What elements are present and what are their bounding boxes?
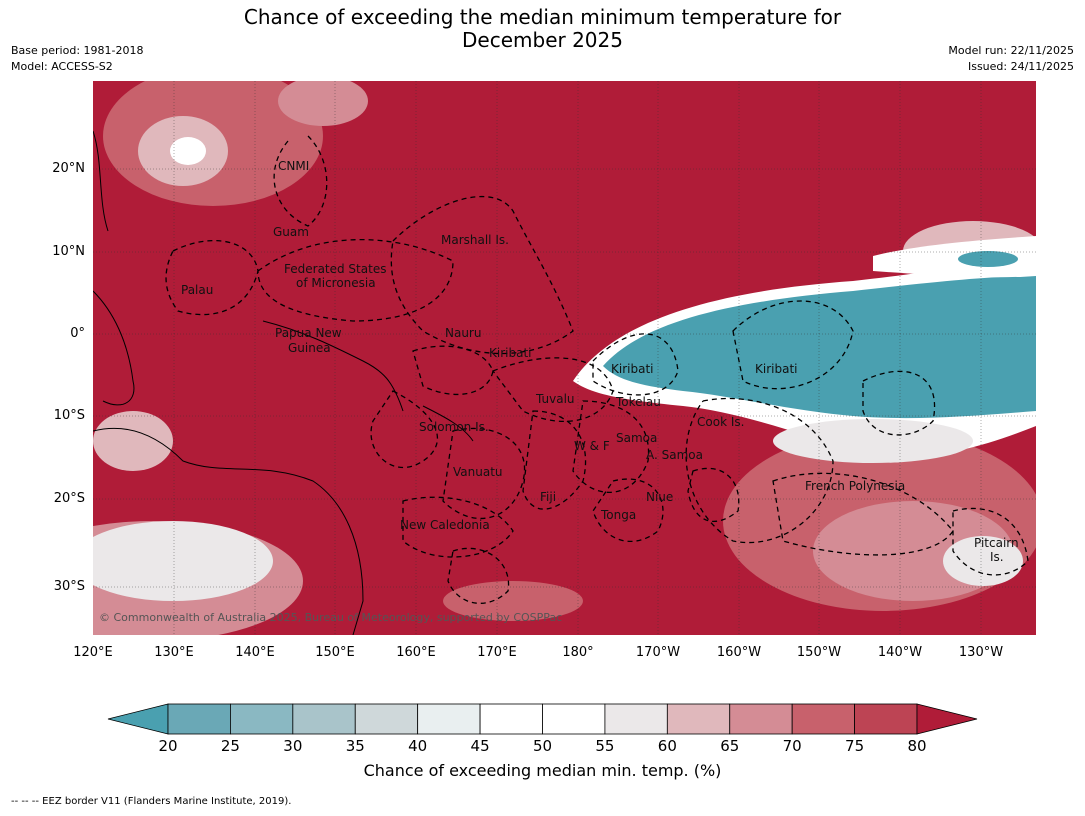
colorbar-swatch <box>417 703 481 735</box>
colorbar-swatch <box>666 703 731 735</box>
colorbar-swatch <box>479 703 543 735</box>
y-tick: 0° <box>70 326 85 341</box>
x-tick: 160°W <box>716 645 762 660</box>
label-niue: Niue <box>646 490 673 504</box>
eez-borders <box>165 135 1029 604</box>
colorbar-label: 75 <box>845 737 865 755</box>
colorbar-swatch <box>791 703 855 735</box>
colorbar-label: 50 <box>532 737 553 755</box>
label-kiribati-east: Kiribati <box>755 362 797 376</box>
y-tick: 20°S <box>53 491 85 506</box>
colorbar-label: 70 <box>782 737 802 755</box>
run-info: Model run: 22/11/2025 Issued: 24/11/2025 <box>948 43 1074 75</box>
cold-tongue-region <box>573 236 1036 463</box>
label-fsm-line1: Federated States <box>284 262 386 276</box>
x-tick: 150°E <box>315 645 355 660</box>
colorbar-label: 40 <box>408 737 428 755</box>
colorbar-swatch <box>604 703 668 735</box>
label-tokelau: Tokelau <box>615 395 661 409</box>
label-guam: Guam <box>273 225 309 239</box>
label-png-line2: Guinea <box>288 341 331 355</box>
x-tick: 180° <box>562 645 594 660</box>
title-line-2: December 2025 <box>462 28 623 52</box>
label-fsm-line2: of Micronesia <box>296 276 376 290</box>
issued-date: Issued: 24/11/2025 <box>967 60 1074 73</box>
x-tick: 140°E <box>235 645 275 660</box>
x-tick: 130°W <box>958 645 1004 660</box>
colorbar-swatch <box>729 703 793 735</box>
colorbar-swatch <box>230 703 294 735</box>
graticule <box>93 81 1036 635</box>
colorbar-label: 45 <box>470 737 490 755</box>
label-vanuatu: Vanuatu <box>453 465 503 479</box>
label-wallis-futuna: W & F <box>574 439 610 453</box>
colorbar <box>105 700 980 740</box>
colorbar-label: 55 <box>595 737 615 755</box>
colorbar-label: 60 <box>657 737 677 755</box>
x-tick: 160°E <box>396 645 436 660</box>
label-tonga: Tonga <box>600 508 636 522</box>
base-info: Base period: 1981-2018 Model: ACCESS-S2 <box>11 43 143 75</box>
forecast-map: CNMI Guam Marshall Is. Federated States … <box>93 81 1036 635</box>
label-american-samoa: A. Samoa <box>646 448 703 462</box>
map-title: Chance of exceeding the median minimum t… <box>0 6 1085 52</box>
label-samoa: Samoa <box>616 431 657 445</box>
colorbar-swatch <box>167 703 231 735</box>
y-tick: 30°S <box>53 579 85 594</box>
colorbar-label: 35 <box>345 737 365 755</box>
title-line-1: Chance of exceeding the median minimum t… <box>243 5 842 29</box>
colorbar-extend-high <box>916 703 978 735</box>
y-tick: 20°N <box>52 161 85 176</box>
label-kiribati-west: Kiribati <box>489 346 531 360</box>
label-nauru: Nauru <box>445 326 481 340</box>
colorbar-swatch <box>354 703 419 735</box>
label-new-caledonia: New Caledonia <box>400 518 490 532</box>
colorbar-swatches <box>107 703 978 735</box>
x-tick: 140°W <box>877 645 923 660</box>
y-tick: 10°S <box>53 408 85 423</box>
copyright-notice: © Commonwealth of Australia 2025, Bureau… <box>99 611 562 624</box>
label-solomon-islands: Solomon Is. <box>419 420 489 434</box>
colorbar-swatch <box>292 703 356 735</box>
x-tick: 170°E <box>477 645 517 660</box>
colorbar-label: 20 <box>158 737 178 755</box>
colorbar-label: 25 <box>220 737 240 755</box>
y-tick: 10°N <box>52 244 85 259</box>
model-name: Model: ACCESS-S2 <box>11 60 113 73</box>
colorbar-swatch <box>854 703 918 735</box>
colorbar-label: 30 <box>283 737 303 755</box>
label-pitcairn-line1: Pitcairn <box>974 536 1019 550</box>
label-palau: Palau <box>181 283 213 297</box>
colorbar-label: 80 <box>907 737 927 755</box>
colorbar-swatch <box>542 703 606 735</box>
colorbar-label: 65 <box>720 737 740 755</box>
coastlines <box>93 130 474 635</box>
x-tick: 120°E <box>73 645 113 660</box>
label-pitcairn-line2: Is. <box>990 550 1004 564</box>
x-tick: 170°W <box>635 645 681 660</box>
label-french-polynesia: French Polynesia <box>805 479 905 493</box>
eez-source-note: -- -- -- EEZ border V11 (Flanders Marine… <box>11 796 292 807</box>
x-tick: 150°W <box>796 645 842 660</box>
model-run: Model run: 22/11/2025 <box>948 44 1074 57</box>
base-period: Base period: 1981-2018 <box>11 44 144 57</box>
label-fiji: Fiji <box>540 490 556 504</box>
label-cnmi: CNMI <box>278 159 309 173</box>
label-marshall-islands: Marshall Is. <box>441 233 509 247</box>
x-tick: 130°E <box>154 645 194 660</box>
colorbar-extend-low <box>107 703 169 735</box>
label-tuvalu: Tuvalu <box>535 392 575 406</box>
label-png-line1: Papua New <box>275 326 342 340</box>
label-kiribati-central: Kiribati <box>611 362 653 376</box>
colorbar-title: Chance of exceeding median min. temp. (%… <box>363 761 722 780</box>
label-cook-islands: Cook Is. <box>697 415 744 429</box>
